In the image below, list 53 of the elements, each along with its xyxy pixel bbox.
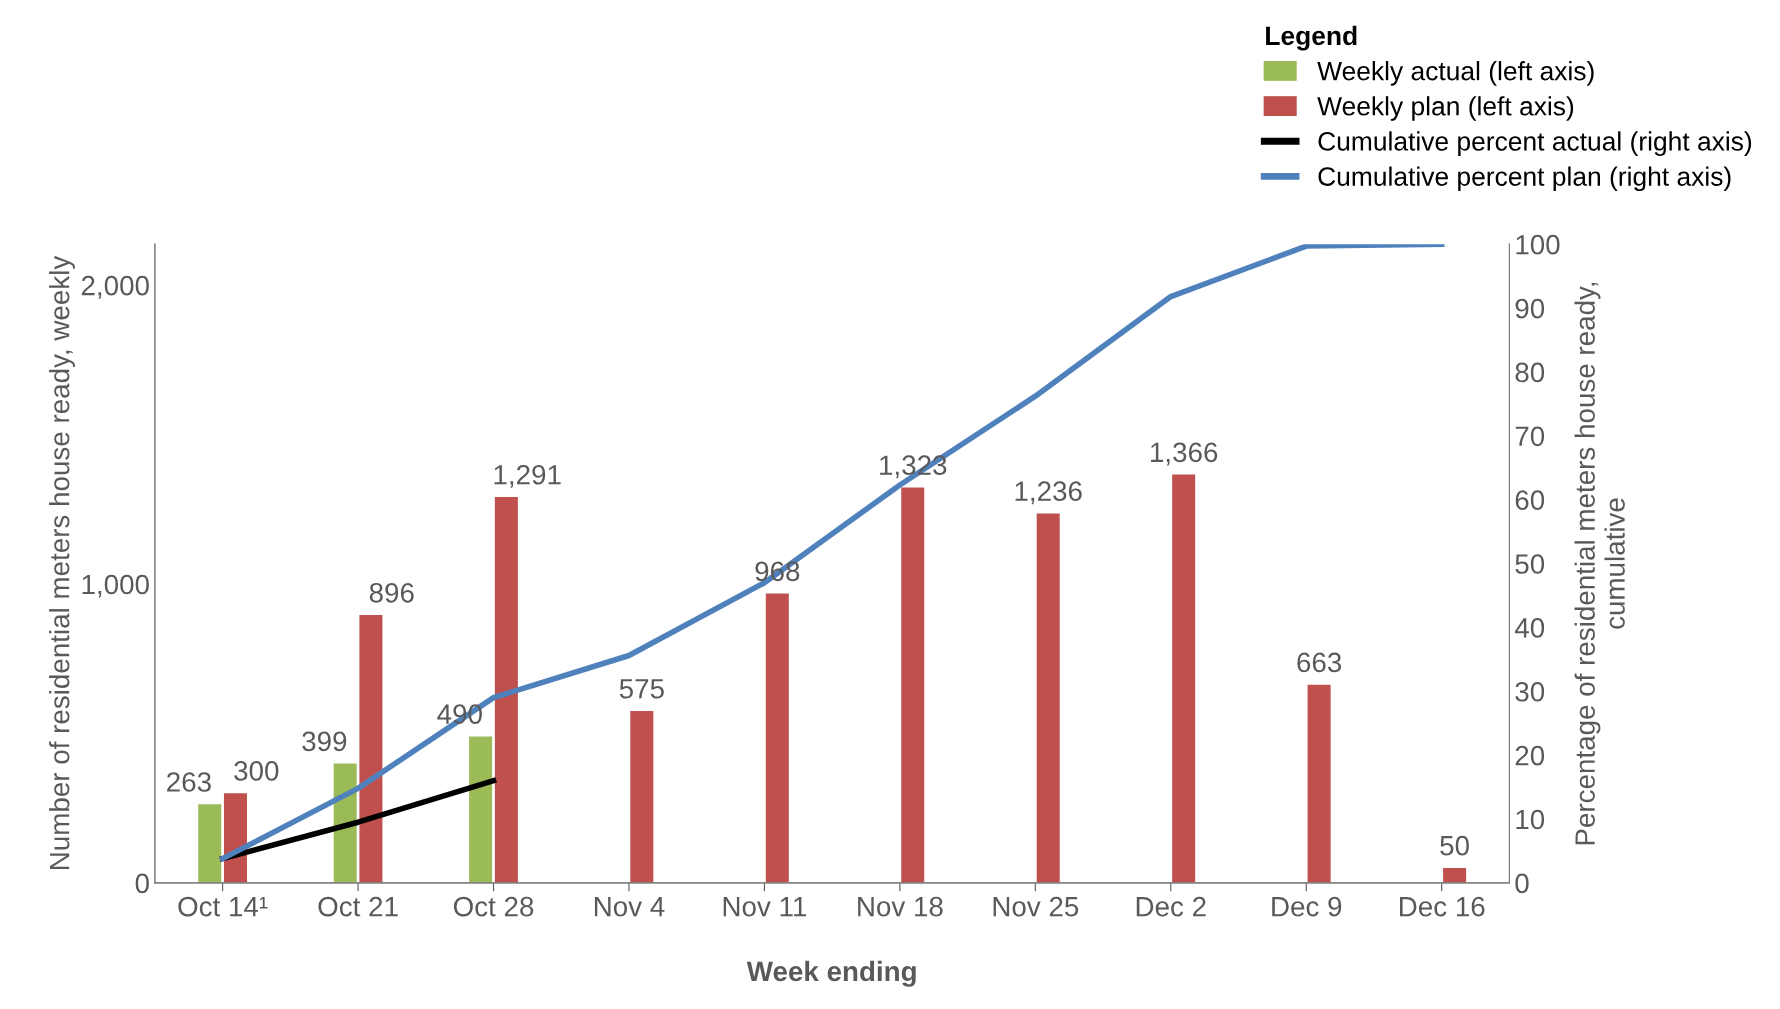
bar — [1307, 684, 1331, 883]
x-tick-label: Oct 21 — [318, 896, 398, 917]
data-label: 1,291 — [494, 464, 561, 488]
y2-tick-label: 100 — [1516, 234, 1560, 255]
data-label: 663 — [1297, 652, 1342, 673]
bar — [359, 615, 383, 883]
y2-tick-label: 0 — [1515, 873, 1529, 894]
data-label: 896 — [369, 582, 414, 603]
bar — [198, 804, 222, 883]
y2-tick-label: 90 — [1515, 298, 1545, 319]
x-tick-label: Nov 4 — [594, 897, 665, 917]
y2-tick-label: 20 — [1515, 745, 1545, 766]
x-tick-label: Dec 9 — [1272, 896, 1342, 917]
bar — [1172, 474, 1196, 883]
data-label: 399 — [302, 731, 347, 752]
x-tick-label: Nov 18 — [858, 896, 943, 917]
data-label: 1,236 — [1015, 481, 1082, 505]
bar — [1036, 513, 1060, 883]
y2-tick-label: 30 — [1515, 681, 1545, 702]
y-tick-label: 2,000 — [81, 275, 149, 299]
data-label: 575 — [619, 679, 664, 699]
legend-label: Cumulative percent actual (right axis) — [1318, 131, 1752, 156]
y2-tick-label: 80 — [1515, 362, 1545, 383]
x-tick-label: Oct 14¹ — [178, 896, 268, 917]
legend-title: Legend — [1266, 25, 1357, 51]
bar — [765, 593, 789, 883]
y-tick-label: 1,000 — [82, 574, 149, 598]
y2-tick-label: 10 — [1516, 809, 1545, 830]
bar — [494, 497, 518, 883]
y2-axis-title: Percentage of residential meters house ready, cumulative — [1574, 282, 1625, 845]
legend-label: Weekly plan (left axis) — [1317, 96, 1574, 121]
y2-tick-label: 70 — [1515, 426, 1545, 447]
y2-tick-label: 50 — [1515, 554, 1545, 574]
x-tick-label: Nov 25 — [993, 896, 1079, 917]
legend-label: Cumulative percent plan (right axis) — [1318, 166, 1731, 192]
y2-tick-label: 60 — [1515, 490, 1545, 510]
data-label: 1,366 — [1151, 442, 1218, 466]
data-label: 50 — [1440, 835, 1469, 856]
y-axis-title: Number of residential meters house ready, weekly — [49, 255, 75, 869]
x-tick-label: Nov 11 — [723, 897, 807, 917]
bar — [469, 736, 493, 883]
legend-label: Weekly actual (left axis) — [1317, 61, 1594, 86]
data-label: 263 — [167, 772, 211, 792]
bar — [630, 711, 654, 883]
bar — [1443, 867, 1467, 883]
x-tick-label: Dec 2 — [1136, 896, 1206, 917]
x-tick-label: Oct 28 — [453, 896, 534, 917]
bar — [901, 487, 925, 883]
y-tick-label: 0 — [135, 873, 149, 894]
data-label: 300 — [234, 761, 279, 781]
y2-tick-label: 40 — [1514, 618, 1545, 638]
x-axis-title: Week ending — [746, 960, 916, 987]
x-tick-label: Dec 16 — [1399, 896, 1485, 917]
